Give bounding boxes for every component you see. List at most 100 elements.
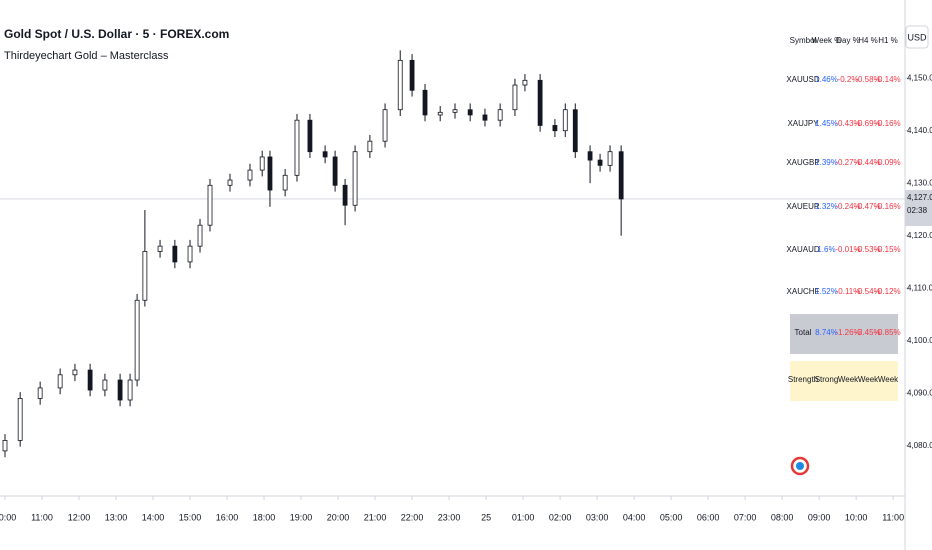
candle-body [57,374,63,389]
candle-body [307,119,313,153]
table-cell: 1.46% [815,75,838,84]
candle-body [102,379,108,391]
candle-body [87,369,93,391]
price-label: 4,127.00 [907,193,932,202]
candle-body [117,379,123,401]
candle-body [422,89,428,116]
table-cell: 1.52% [815,287,838,296]
table-header: H4 % [858,36,878,45]
table-cell: 1.32% [815,202,838,211]
total-row-bg [790,314,898,354]
table-cell: 1.6% [817,245,835,254]
candle-body [157,245,163,252]
x-tick-label: 18:00 [253,512,276,522]
candle-body [482,114,488,121]
price-badge [905,189,932,226]
logo [790,456,810,476]
y-tick-label: 4,100.00 [907,336,932,345]
table-cell: -0.16% [875,202,900,211]
table-cell: -0.53% [855,245,880,254]
x-tick-label: 07:00 [734,512,757,522]
x-tick-label: 10:00 [0,512,16,522]
table-cell: -0.24% [835,202,860,211]
x-tick-label: 21:00 [364,512,387,522]
candle-body [187,245,193,263]
table-cell: XAUAUD [786,245,820,254]
table-cell: XAUGBP [786,158,819,167]
candle-body [409,59,415,91]
y-tick-label: 4,090.00 [907,388,932,397]
table-header: Day % [836,36,860,45]
candle-body [572,109,578,153]
x-tick-label: 22:00 [401,512,424,522]
table-cell: -0.15% [875,245,900,254]
x-tick-label: 08:00 [771,512,794,522]
candle-body [497,109,503,121]
table-cell: -0.2% [838,75,859,84]
candle-body [597,159,603,166]
candle-body [267,156,273,191]
x-tick-label: 05:00 [660,512,683,522]
x-tick-label: 02:00 [549,512,572,522]
table-header: H1 % [878,36,898,45]
table-cell: -1.26% [835,328,860,337]
table-cell: XAUUSD [786,75,820,84]
candle-body [322,151,328,158]
currency-button[interactable] [905,25,929,49]
table-cell: Total [795,328,812,337]
table-cell: 8.74% [815,328,838,337]
currency-label[interactable]: USD [907,32,927,42]
candle-body [437,111,443,116]
candle-body [537,79,543,126]
table-header: Symbol [790,36,817,45]
table-cell: -0.58% [855,75,880,84]
candle-body [397,59,403,111]
table-cell: 1.39% [815,158,838,167]
candle-body [282,174,288,191]
x-tick-label: 06:00 [697,512,720,522]
candle-body [587,151,593,161]
x-tick-label: 14:00 [142,512,165,522]
table-cell: -0.54% [855,287,880,296]
indicator-title: Thirdeyechart Gold – Masterclass [4,50,169,62]
candle-body [294,119,300,176]
chart-title: Gold Spot / U.S. Dollar · 5 · FOREX.com [4,27,229,41]
candle-body [17,398,23,441]
x-tick-label: 23:00 [438,512,461,522]
candle-body [332,156,338,186]
table-cell: Week [858,375,879,384]
table-cell: XAUEUR [786,202,820,211]
x-tick-label: 10:00 [845,512,868,522]
candle-body [562,109,568,132]
y-tick-label: 4,130.00 [907,178,932,187]
x-tick-label: 09:00 [808,512,831,522]
candle-body [467,109,473,116]
x-tick-label: 12:00 [68,512,91,522]
countdown: 02:38 [907,206,928,215]
x-tick-label: 01:00 [512,512,535,522]
candle-body [512,84,518,111]
candle-body [207,184,213,226]
candle-body [342,184,348,206]
candle-body [452,109,458,113]
x-tick-label: 04:00 [623,512,646,522]
table-cell: Week [838,375,859,384]
candle-body [552,125,558,132]
strength-row-bg [790,361,898,401]
candle-body [522,79,528,86]
y-tick-label: 4,150.00 [907,73,932,82]
x-tick-label: 13:00 [105,512,128,522]
y-tick-label: 4,080.00 [907,441,932,450]
table-cell: -0.47% [855,202,880,211]
candle-body [2,440,8,452]
table-cell: 1.45% [815,119,838,128]
table-header: Week % [812,36,842,45]
candle-body [37,387,43,399]
table-cell: -0.16% [875,119,900,128]
y-tick-label: 4,120.00 [907,231,932,240]
table-cell: -0.43% [835,119,860,128]
candle-body [259,156,265,171]
